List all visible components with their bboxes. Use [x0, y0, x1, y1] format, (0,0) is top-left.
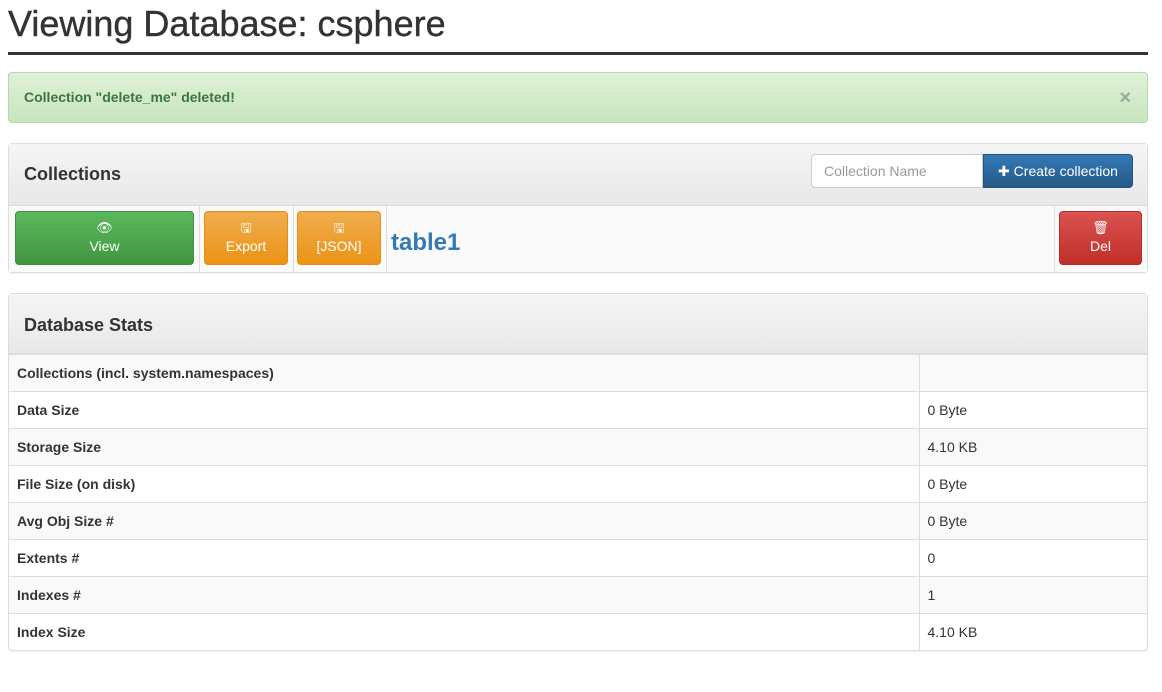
- table-row: Data Size 0 Byte: [9, 391, 1147, 429]
- stat-label: Indexes #: [9, 576, 920, 614]
- alert-message: Collection "delete_me" deleted!: [24, 89, 235, 105]
- table-row: Indexes #1: [9, 576, 1147, 614]
- table-row: Index Size 4.10 KB: [9, 613, 1147, 651]
- export-label: Export: [225, 238, 267, 254]
- page-title: Viewing Database: csphere: [8, 3, 446, 44]
- stat-label: Storage Size: [9, 428, 920, 466]
- stat-value: 0 Byte: [919, 502, 1147, 540]
- collection-row: 👁︎ View 🖫 Export 🖫 [JSON] table1 🗑︎ Del: [9, 206, 1147, 272]
- export-json-button[interactable]: 🖫 [JSON]: [297, 211, 381, 265]
- stat-label: Extents #: [9, 539, 920, 577]
- stat-value: 0 Byte: [919, 465, 1147, 503]
- collections-title: Collections: [24, 164, 122, 184]
- trash-icon: 🗑︎: [1092, 220, 1109, 235]
- table-row: Avg Obj Size #0 Byte: [9, 502, 1147, 540]
- stats-table: Collections (incl. system.namespaces) Da…: [9, 354, 1147, 651]
- table-row: Collections (incl. system.namespaces): [9, 354, 1147, 392]
- stat-label: Data Size: [9, 391, 920, 429]
- stats-header: Database Stats: [9, 294, 1147, 354]
- table-row: File Size (on disk) 0 Byte: [9, 465, 1147, 503]
- database-stats-panel: Database Stats Collections (incl. system…: [8, 293, 1148, 651]
- stat-label: Avg Obj Size #: [9, 502, 920, 540]
- stat-label: Index Size: [9, 613, 920, 651]
- stat-value: 4.10 KB: [919, 613, 1147, 651]
- stat-label: File Size (on disk): [9, 465, 920, 503]
- success-alert: Collection "delete_me" deleted! ×: [8, 72, 1148, 123]
- eye-icon: 👁︎: [96, 220, 113, 235]
- title-divider: [8, 52, 1148, 55]
- collection-name-input[interactable]: [811, 154, 983, 188]
- view-button[interactable]: 👁︎ View: [15, 211, 194, 265]
- create-collection-label: Create collection: [1013, 163, 1118, 179]
- collection-link[interactable]: table1: [391, 229, 461, 256]
- stat-value: 0 Byte: [919, 391, 1147, 429]
- stat-label: Collections (incl. system.namespaces): [9, 354, 920, 392]
- plus-icon: ✚: [998, 163, 1010, 179]
- delete-button[interactable]: 🗑︎ Del: [1059, 211, 1142, 265]
- stat-value: 1: [919, 576, 1147, 614]
- collections-panel: Collections ✚ Create collection 👁︎ View 🖫…: [8, 143, 1148, 273]
- close-icon[interactable]: ×: [1119, 87, 1131, 109]
- collections-header: Collections ✚ Create collection: [9, 144, 1147, 206]
- stat-value: 0: [919, 539, 1147, 577]
- stats-title: Database Stats: [24, 315, 154, 335]
- stat-value: 4.10 KB: [919, 428, 1147, 466]
- save-icon: 🖫: [240, 220, 252, 235]
- save-icon: 🖫: [333, 220, 345, 235]
- create-collection-button[interactable]: ✚ Create collection: [983, 154, 1133, 188]
- export-button[interactable]: 🖫 Export: [204, 211, 288, 265]
- json-label: [JSON]: [316, 238, 362, 254]
- table-row: Storage Size 4.10 KB: [9, 428, 1147, 466]
- delete-label: Del: [1089, 238, 1111, 254]
- stat-value: [919, 354, 1147, 392]
- table-row: Extents #0: [9, 539, 1147, 577]
- view-label: View: [89, 238, 120, 254]
